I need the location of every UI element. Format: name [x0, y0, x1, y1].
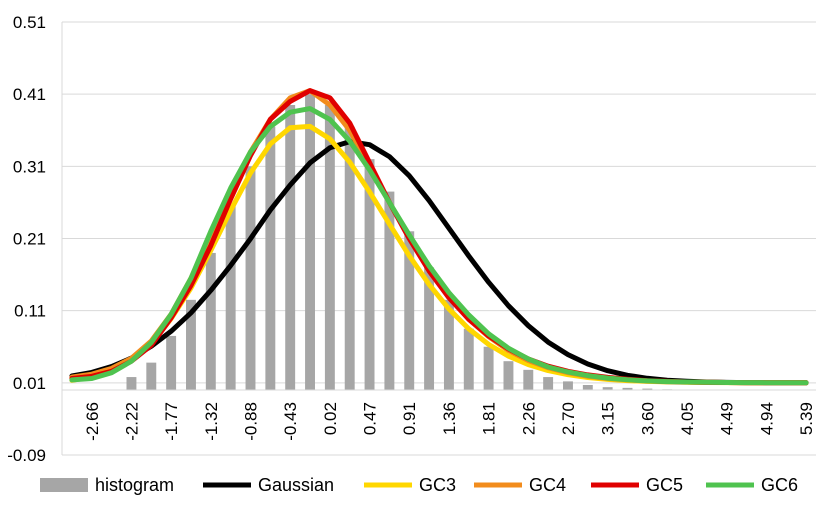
histogram-bar [443, 299, 454, 391]
histogram-bar [404, 231, 415, 391]
histogram-bar [186, 299, 196, 391]
histogram-bar [642, 388, 653, 391]
x-tick-label: -0.88 [242, 402, 261, 441]
x-tick-label: 0.91 [400, 402, 419, 435]
legend-item: GC3 [364, 475, 456, 495]
x-tick-label: 3.15 [599, 402, 618, 435]
legend-label: Gaussian [258, 475, 334, 495]
histogram-bar [305, 94, 315, 391]
x-tick-label: -2.22 [122, 402, 141, 441]
histogram-bar [463, 328, 474, 391]
y-tick-label: 0.31 [13, 157, 46, 176]
histogram-bar [563, 381, 573, 391]
histogram-bar [245, 166, 256, 391]
x-tick-label: 4.05 [678, 402, 697, 435]
y-tick-label: 0.41 [13, 85, 46, 104]
histogram-bar [622, 387, 633, 391]
x-axis-tick-labels: -2.66 -2.22 -1.77 -1.32 -0.88 -0.43 0.02 0.47 0.… [83, 402, 816, 441]
histogram-bar [126, 377, 137, 391]
x-tick-label: 1.36 [440, 402, 459, 435]
histogram-bars [126, 94, 673, 391]
y-tick-label: 0.11 [14, 302, 46, 321]
histogram-bar [523, 369, 534, 391]
histogram-bar [225, 206, 236, 391]
x-tick-label: 0.02 [321, 402, 340, 435]
y-axis-tick-labels: 0.51 0.41 0.31 0.21 0.11 0.01 -0.09 [7, 13, 46, 465]
x-tick-label: 4.94 [757, 402, 776, 435]
legend-label: GC3 [419, 475, 456, 495]
legend-label: GC4 [529, 475, 566, 495]
histogram-bar [424, 267, 435, 391]
histogram-bar [205, 252, 216, 391]
histogram-bar [146, 362, 157, 391]
histogram-bar [384, 191, 395, 391]
legend-item: GC4 [474, 475, 566, 495]
x-tick-label: 1.81 [480, 402, 499, 435]
legend-label: histogram [95, 475, 174, 495]
x-tick-label: 0.47 [361, 402, 380, 435]
legend-item: GC5 [591, 475, 683, 495]
histogram-bar [166, 335, 177, 391]
histogram-bar [344, 126, 355, 391]
series-line-gc5 [69, 88, 809, 386]
histogram-bar [364, 159, 375, 391]
histogram-bar [285, 104, 296, 391]
y-tick-label: 0.51 [13, 13, 46, 32]
histogram-bar [483, 346, 494, 391]
x-tick-label: -0.43 [281, 402, 300, 441]
y-tick-label: 0.21 [13, 230, 46, 249]
legend-item: Gaussian [203, 475, 334, 495]
histogram-bar [324, 104, 335, 391]
x-tick-label: -1.77 [162, 402, 181, 441]
legend: histogram Gaussian GC3 GC4 GC5 GC6 [40, 475, 798, 495]
histogram-bar [582, 384, 593, 391]
y-tick-label: -0.09 [7, 446, 46, 465]
legend-swatch [40, 478, 88, 492]
legend-item: histogram [40, 475, 174, 495]
series-line-gaussian [69, 139, 809, 386]
histogram-bar [602, 387, 613, 391]
legend-label: GC5 [646, 475, 683, 495]
histogram-bar [503, 361, 514, 391]
x-tick-label: 5.39 [797, 402, 816, 435]
x-tick-label: 4.49 [718, 402, 737, 435]
series-line-gc4 [69, 88, 809, 386]
x-tick-label: 2.70 [559, 402, 578, 435]
x-tick-label: -1.32 [202, 402, 221, 441]
x-tick-label: 2.26 [519, 402, 538, 435]
y-tick-label: 0.01 [13, 374, 46, 393]
series-line-gc3 [69, 123, 809, 386]
series-line-gc6 [69, 106, 809, 386]
legend-item: GC6 [706, 475, 798, 495]
x-tick-label: 3.60 [638, 402, 657, 435]
series-lines [69, 88, 809, 386]
histogram-bar [265, 126, 276, 391]
legend-label: GC6 [761, 475, 798, 495]
x-tick-label: -2.66 [83, 402, 102, 441]
histogram-bar [543, 377, 554, 391]
